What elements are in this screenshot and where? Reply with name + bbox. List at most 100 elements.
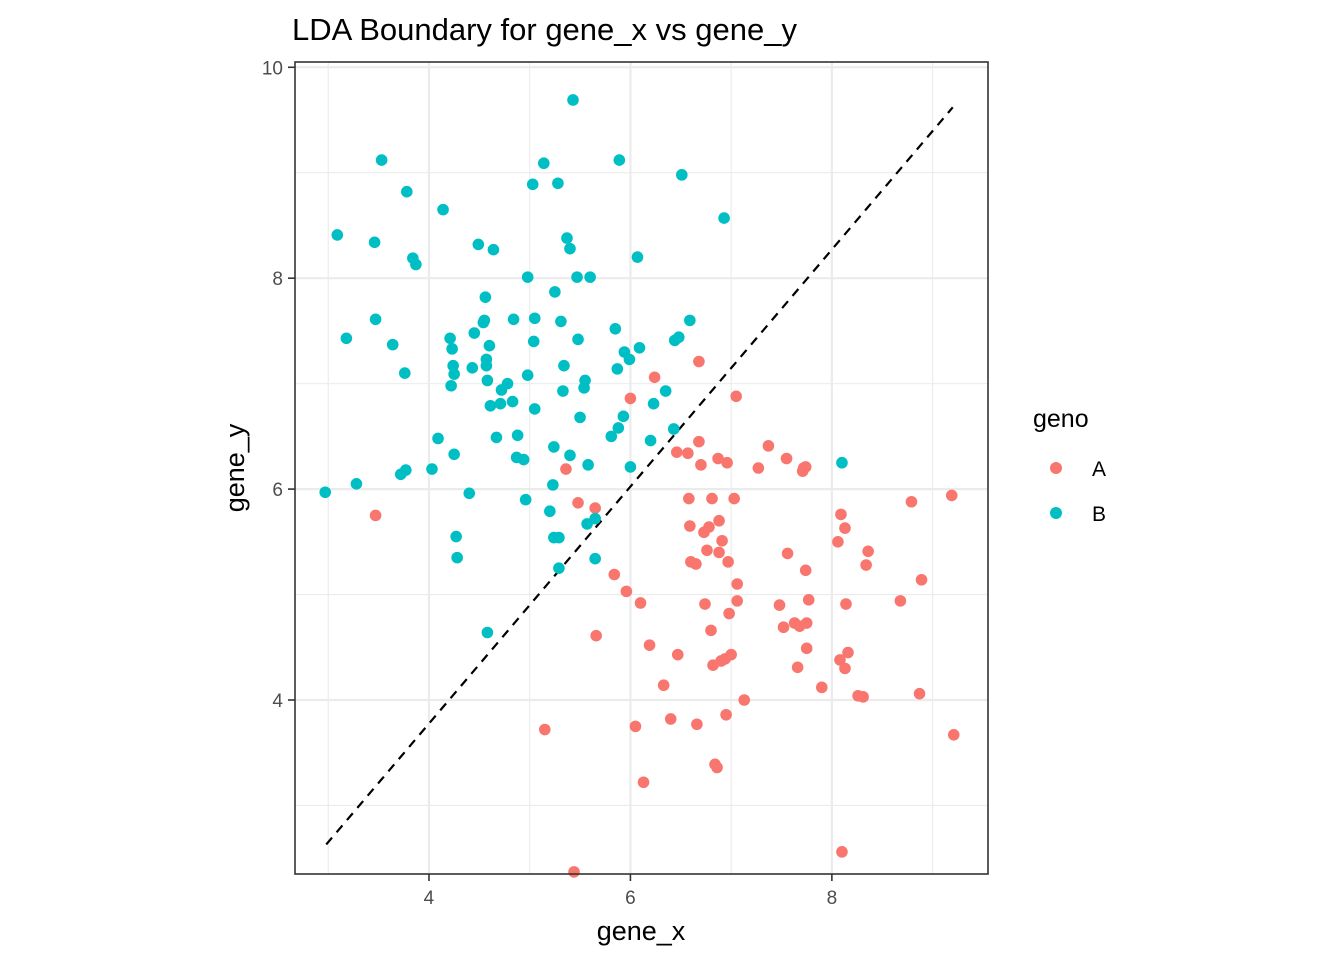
point-b: [463, 487, 476, 500]
point-b: [368, 236, 381, 249]
point-a: [773, 599, 786, 611]
point-a: [693, 435, 705, 448]
point-b: [537, 157, 550, 170]
point-b: [659, 385, 672, 397]
point-b: [490, 431, 503, 444]
point-b: [386, 338, 399, 351]
point-b: [836, 456, 848, 469]
point-b: [589, 552, 601, 565]
point-a: [839, 662, 851, 675]
point-b: [582, 459, 594, 471]
point-b: [399, 464, 412, 476]
point-b: [613, 154, 626, 166]
point-a: [752, 462, 765, 474]
point-a: [643, 639, 656, 651]
point-b: [506, 395, 519, 408]
point-b: [487, 243, 500, 256]
point-a: [842, 646, 854, 659]
point-b: [617, 410, 630, 423]
legend-key-b: [1050, 507, 1062, 519]
y-axis-title: gene_y: [220, 423, 250, 512]
point-a: [835, 508, 847, 521]
point-b: [574, 411, 586, 424]
point-a: [800, 642, 813, 655]
point-a: [539, 723, 551, 736]
data-points: [319, 94, 960, 878]
point-b: [444, 332, 456, 345]
point-b: [672, 331, 685, 344]
point-a: [862, 545, 874, 558]
point-a: [712, 452, 724, 465]
minor-gridlines: [295, 62, 988, 874]
point-a: [839, 522, 851, 534]
point-b: [445, 379, 457, 392]
point-b: [331, 229, 344, 241]
point-b: [481, 374, 494, 387]
point-b: [584, 271, 596, 283]
point-b: [552, 177, 564, 190]
point-a: [664, 713, 677, 725]
point-b: [319, 486, 332, 499]
lda-boundary: [325, 106, 954, 846]
y-tick-label: 4: [272, 691, 283, 712]
point-b: [548, 441, 560, 453]
point-a: [695, 459, 707, 471]
point-a: [713, 546, 725, 559]
legend-entry-a: A: [1050, 458, 1106, 481]
point-b: [483, 339, 496, 352]
point-b: [511, 429, 524, 442]
point-a: [670, 446, 683, 458]
point-a: [780, 452, 793, 465]
point-b: [517, 453, 530, 466]
point-b: [718, 212, 730, 224]
point-a: [725, 648, 737, 661]
point-b: [340, 332, 353, 345]
point-a: [913, 687, 926, 700]
point-b: [501, 377, 514, 390]
point-a: [800, 617, 813, 629]
point-a: [731, 595, 743, 607]
point-b: [633, 341, 646, 354]
point-a: [738, 694, 751, 706]
point-a: [915, 573, 928, 586]
point-b: [528, 312, 541, 325]
point-b: [481, 626, 494, 639]
point-a: [683, 492, 695, 505]
x-tick-label: 8: [827, 888, 838, 909]
point-b: [612, 422, 625, 434]
point-a: [791, 661, 804, 674]
point-b: [553, 562, 565, 574]
point-a: [722, 556, 734, 568]
point-b: [446, 343, 458, 355]
point-b: [547, 479, 559, 491]
point-b: [350, 478, 363, 490]
point-a: [802, 594, 815, 606]
point-b: [448, 448, 460, 461]
point-a: [777, 621, 790, 634]
legend-entry-b: B: [1050, 503, 1106, 526]
point-b: [507, 313, 520, 326]
point-b: [448, 368, 460, 380]
x-axis: 4 6 8: [424, 874, 837, 909]
point-b: [605, 430, 618, 443]
point-b: [644, 434, 657, 447]
point-a: [693, 355, 705, 368]
point-a: [816, 681, 828, 694]
point-a: [711, 761, 723, 774]
legend-label-b: B: [1092, 503, 1106, 526]
point-a: [860, 559, 872, 571]
plot-background: [295, 62, 988, 874]
point-b: [555, 315, 567, 328]
point-a: [657, 679, 670, 692]
point-b: [589, 512, 601, 525]
point-b: [519, 493, 532, 506]
x-axis-title: gene_x: [597, 916, 686, 946]
point-b: [572, 333, 584, 346]
point-b: [579, 374, 591, 387]
point-a: [945, 489, 958, 502]
point-a: [728, 492, 740, 505]
lda-boundary-line: [325, 106, 954, 846]
point-a: [721, 456, 733, 469]
plot-panel: [294, 61, 989, 878]
point-a: [572, 497, 584, 509]
